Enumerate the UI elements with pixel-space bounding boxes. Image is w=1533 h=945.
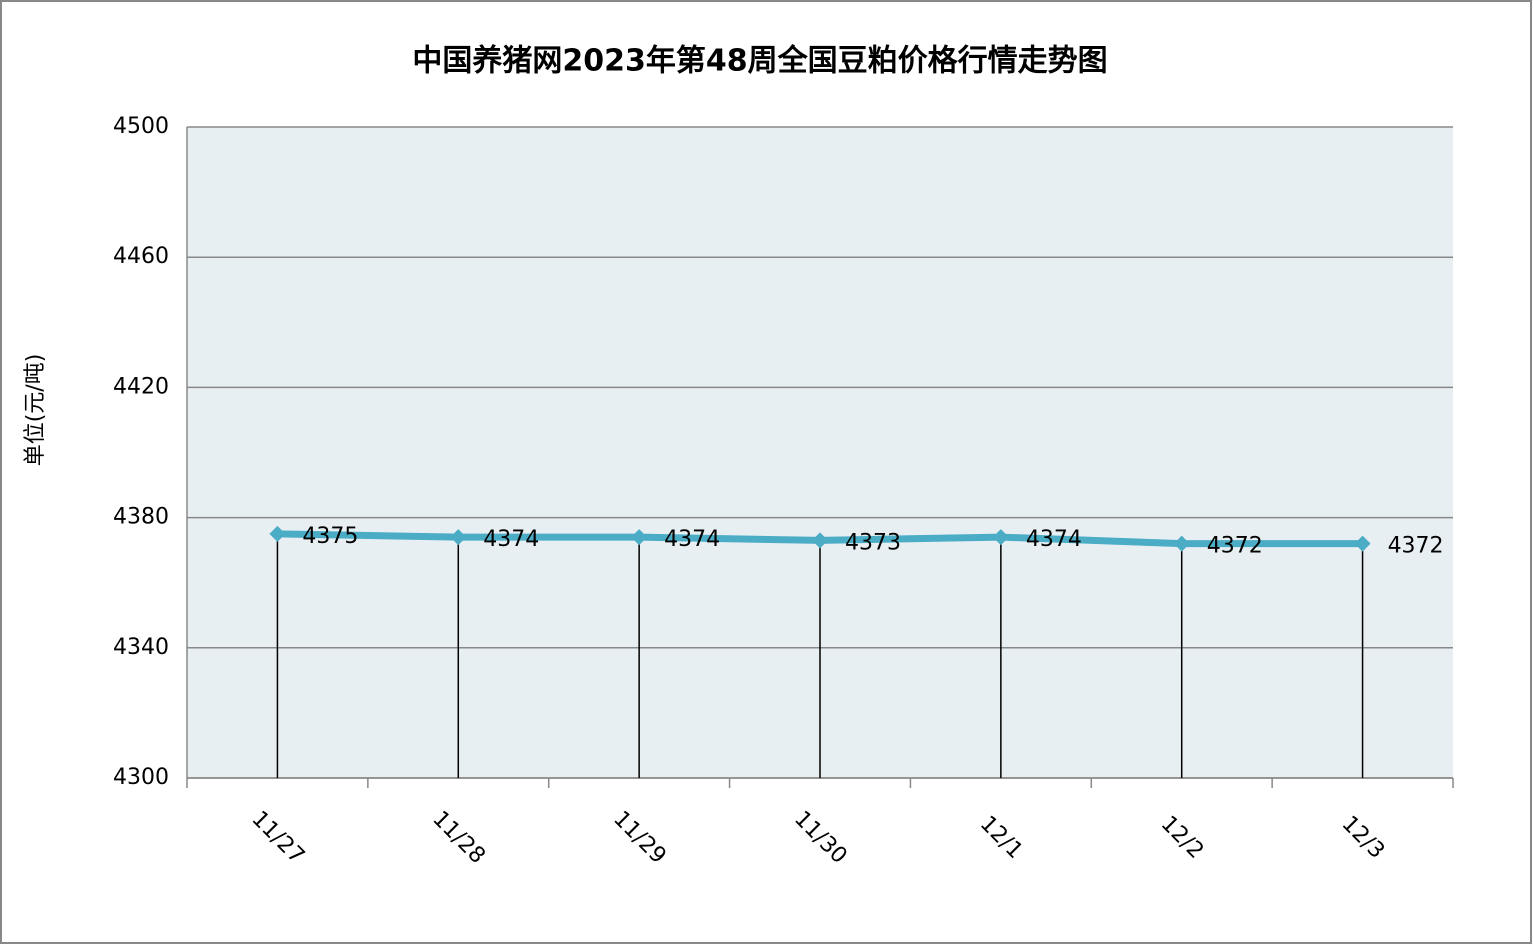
- marker: [269, 525, 286, 542]
- data-label: 4372: [1388, 534, 1444, 559]
- y-tick-label: 4500: [113, 114, 169, 139]
- data-label: 4373: [845, 530, 901, 555]
- data-label: 4374: [483, 527, 539, 552]
- marker: [450, 529, 467, 546]
- y-tick-label: 4380: [113, 505, 169, 530]
- data-label: 4375: [302, 524, 358, 549]
- data-label: 4374: [664, 527, 720, 552]
- data-label: 4374: [1026, 527, 1082, 552]
- marker: [631, 529, 648, 546]
- marker: [992, 529, 1009, 546]
- chart-title: 中国养猪网2023年第48周全国豆粕价格行情走势图: [412, 44, 1107, 79]
- y-axis-label: 单位(元/吨): [23, 354, 48, 467]
- y-tick-label: 4420: [113, 374, 169, 399]
- marker: [812, 532, 828, 549]
- data-label: 4372: [1207, 534, 1263, 559]
- marker: [1354, 535, 1371, 552]
- y-tick-label: 4460: [113, 244, 169, 269]
- y-tick-label: 4300: [113, 765, 169, 790]
- y-tick-label: 4340: [113, 635, 169, 660]
- marker: [1173, 535, 1190, 552]
